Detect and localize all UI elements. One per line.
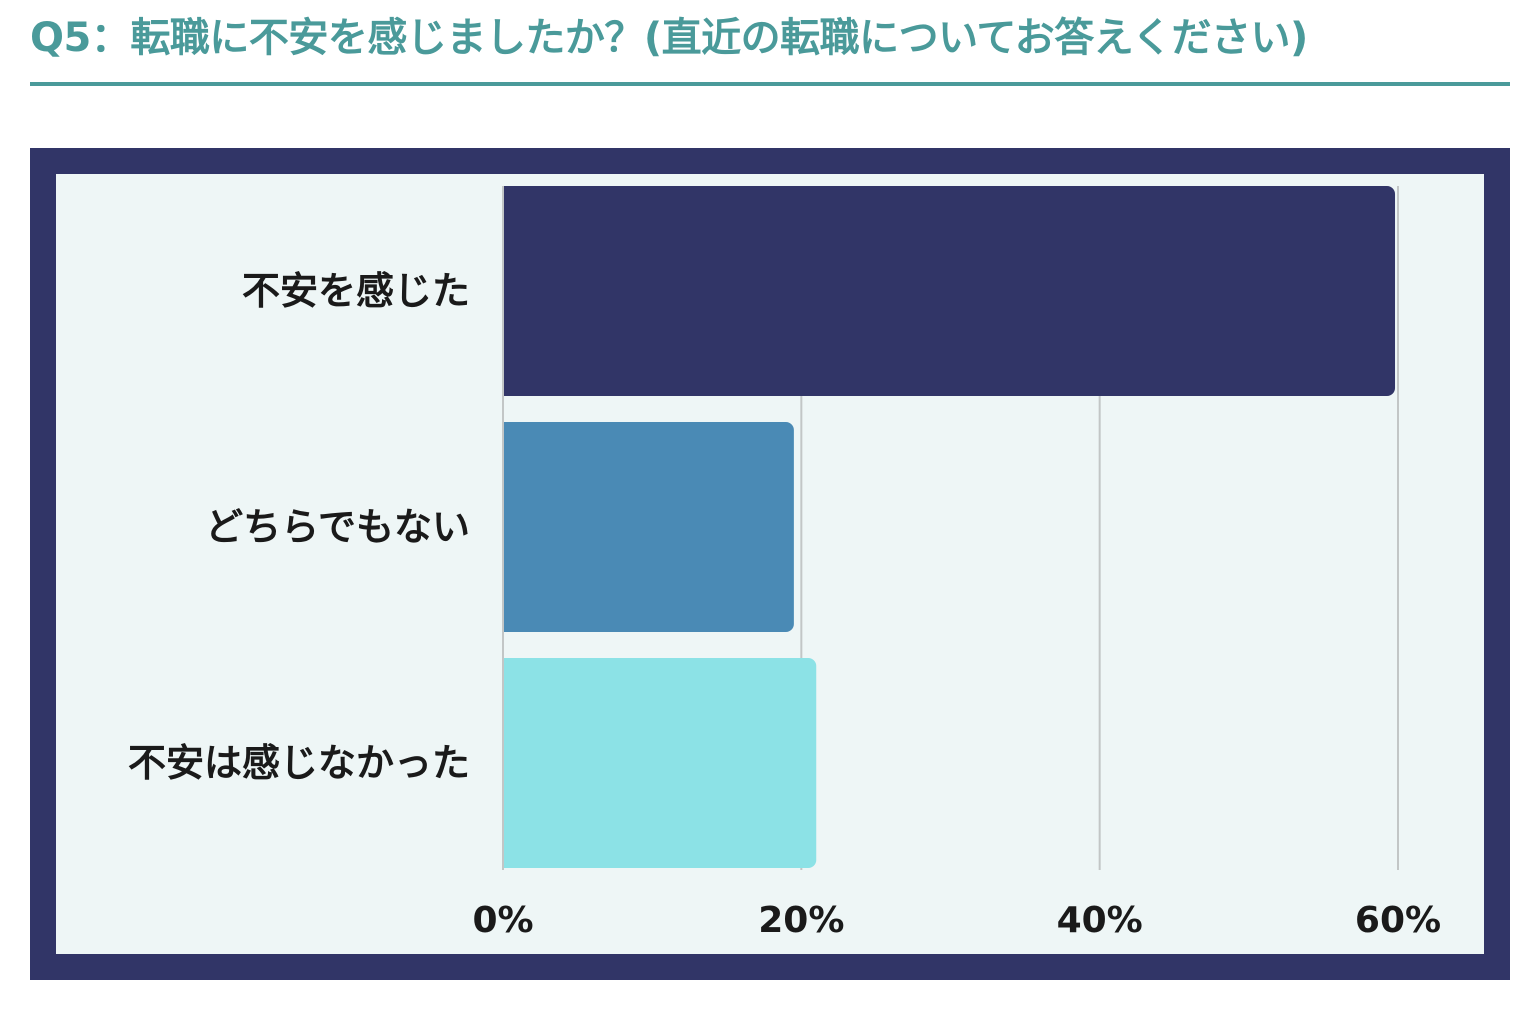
bar-3	[503, 658, 817, 868]
category-label: 不安を感じた	[242, 269, 470, 313]
title-underline	[30, 82, 1510, 86]
x-axis-ticks: 0% 20% 40% 60%	[472, 900, 1441, 941]
category-label: 不安は感じなかった	[128, 741, 470, 785]
x-tick-label: 0%	[472, 900, 533, 941]
bar-1	[503, 186, 1396, 396]
x-tick-label: 60%	[1355, 900, 1441, 941]
bars	[503, 186, 1396, 868]
bar-2-edge	[503, 422, 513, 632]
category-label: どちらでもない	[205, 505, 470, 549]
page-title: Q5：転職に不安を感じましたか？(直近の転職についてお答えください)	[30, 15, 1308, 61]
bar-1-edge	[503, 186, 513, 396]
bar-3-edge	[503, 658, 513, 868]
x-tick-label: 20%	[758, 900, 844, 941]
bar-2	[503, 422, 794, 632]
x-tick-label: 40%	[1057, 900, 1143, 941]
